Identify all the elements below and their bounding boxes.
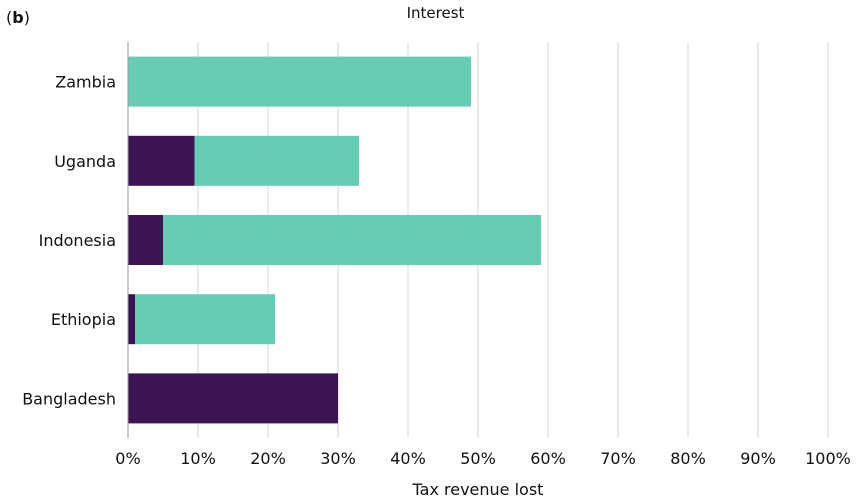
chart-title-text: Interest	[406, 4, 465, 22]
category-label: Uganda	[54, 152, 116, 171]
category-labels: Zambia Uganda Indonesia Ethiopia Bangladesh	[22, 73, 116, 409]
x-tick-label: 100%	[805, 449, 851, 468]
bar-segment	[135, 294, 275, 345]
category-label: Indonesia	[39, 231, 116, 250]
category-label: Zambia	[55, 73, 116, 92]
x-tick-label: 30%	[320, 449, 356, 468]
bar-segment	[128, 215, 163, 265]
bars-layer	[128, 56, 541, 424]
x-tick-label: 20%	[250, 449, 286, 468]
panel-label: (b)	[6, 8, 30, 27]
bar-segment	[128, 135, 195, 186]
category-label: Bangladesh	[22, 389, 116, 408]
x-tick-label: 70%	[600, 449, 636, 468]
x-tick-label: 80%	[670, 449, 706, 468]
tick-labels: 0% 10% 20% 30% 40% 50% 60% 70% 80% 90% 100%	[115, 449, 851, 468]
bar-segment	[163, 215, 541, 265]
chart-title: Interest	[0, 4, 859, 22]
bar-segment	[194, 135, 359, 186]
x-tick-label: 60%	[530, 449, 566, 468]
bar-segment	[128, 373, 338, 424]
x-tick-label: 90%	[740, 449, 776, 468]
bar-segment	[128, 294, 135, 345]
x-tick-label: 50%	[460, 449, 496, 468]
x-tick-label: 0%	[115, 449, 140, 468]
category-label: Ethiopia	[51, 310, 116, 329]
bar-segment	[128, 56, 471, 107]
x-tick-label: 10%	[180, 449, 216, 468]
x-axis-label: Tax revenue lost	[412, 480, 544, 499]
x-tick-label: 40%	[390, 449, 426, 468]
